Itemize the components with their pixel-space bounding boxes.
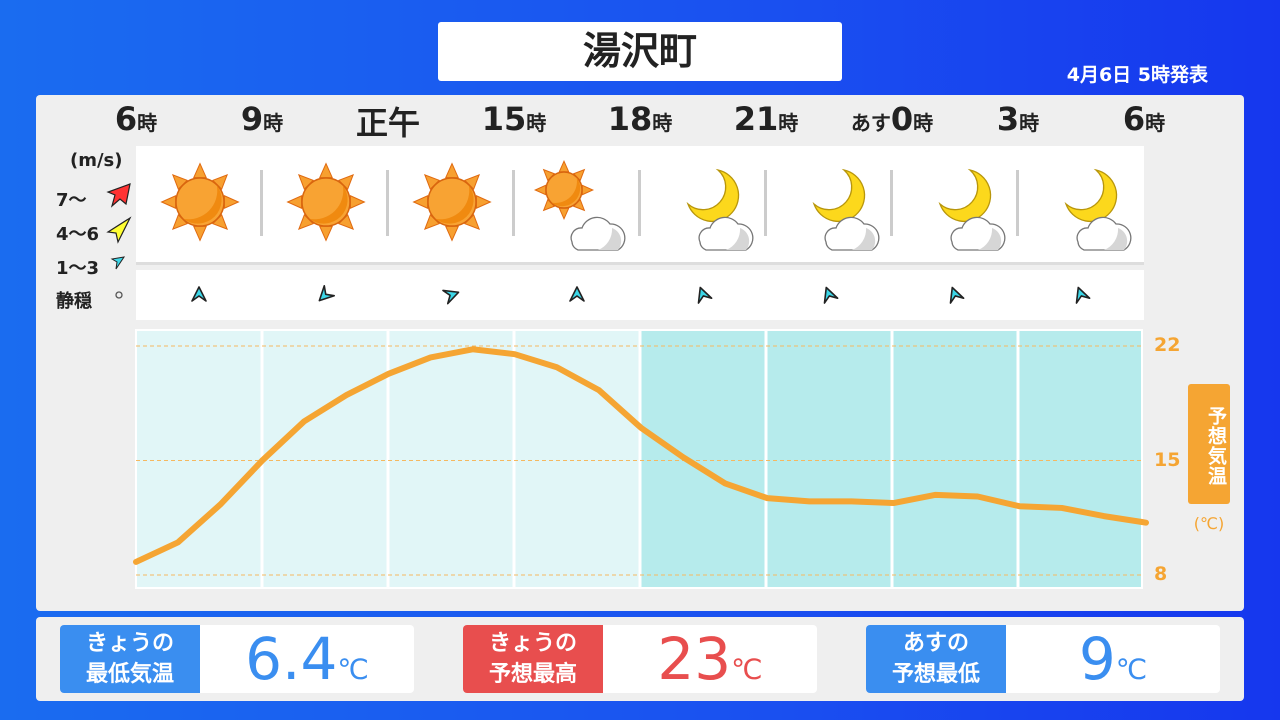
- summary-label-line2: 予想最高: [488, 662, 577, 687]
- moon-cloud-icon: [1064, 168, 1132, 251]
- summary-value: 6.4℃: [200, 625, 414, 693]
- weather-icon-row: [136, 146, 1144, 262]
- celsius-unit: ℃: [337, 653, 369, 686]
- wind-legend-medium: 4〜6: [56, 224, 100, 245]
- summary-label: きょうの 予想最高: [463, 625, 603, 693]
- y-axis-label: 予想気温: [1188, 384, 1230, 504]
- hour-label: 9時: [240, 100, 284, 138]
- summary-label-line1: きょうの: [488, 631, 577, 656]
- summary-label-line2: 最低気温: [85, 662, 174, 687]
- moon-cloud-icon: [812, 168, 880, 251]
- wind-arrow-icon: [442, 289, 460, 305]
- y-tick-label: 22: [1154, 334, 1181, 356]
- summary-label: あすの 予想最低: [866, 625, 1006, 693]
- wind-arrow-icon: [318, 285, 335, 302]
- temperature-value: 23: [657, 625, 732, 693]
- wind-unit-label: (m/s): [70, 150, 123, 171]
- issued-time: 4月6日 5時発表: [1066, 64, 1208, 86]
- wind-arrow-icon: [949, 286, 965, 304]
- summary-label-line1: きょうの: [85, 631, 174, 656]
- moon-cloud-icon: [686, 168, 754, 251]
- temperature-value: 6.4: [245, 625, 338, 693]
- wind-arrow-icon: [569, 286, 585, 302]
- tomorrow-min-box: あすの 予想最低 9℃: [866, 625, 1220, 693]
- y-axis-unit: (℃): [1193, 514, 1225, 533]
- moon-cloud-icon: [938, 168, 1006, 251]
- column-divider: [890, 170, 893, 236]
- today-min-box: きょうの 最低気温 6.4℃: [60, 625, 414, 693]
- wind-arrow-red-icon: [106, 183, 131, 208]
- wind-arrow-yellow-icon: [106, 216, 132, 244]
- wind-row: [136, 270, 1144, 320]
- summary-value: 9℃: [1006, 625, 1220, 693]
- hour-label: 18時: [607, 100, 673, 138]
- celsius-unit: ℃: [731, 653, 763, 686]
- column-divider: [764, 170, 767, 236]
- wind-arrow-icon: [697, 286, 713, 304]
- summary-label-line2: 予想最低: [891, 662, 980, 687]
- celsius-unit: ℃: [1115, 653, 1148, 686]
- today-high-box: きょうの 予想最高 23℃: [463, 625, 817, 693]
- hour-label: 6時: [114, 100, 158, 138]
- hour-label: 15時: [481, 100, 547, 138]
- hour-label: 3時: [996, 100, 1040, 138]
- hour-label: あす0時: [850, 100, 934, 138]
- wind-legend-strong: 7〜: [56, 190, 87, 211]
- calm-circle-icon: [115, 291, 123, 299]
- summary-label: きょうの 最低気温: [60, 625, 200, 693]
- wind-legend-calm: 静穏: [56, 291, 92, 312]
- column-divider: [638, 170, 641, 236]
- hour-label: 6時: [1122, 100, 1166, 138]
- summary-value: 23℃: [603, 625, 817, 693]
- column-divider: [512, 170, 515, 236]
- hour-label: 21時: [733, 100, 799, 138]
- column-divider: [260, 170, 263, 236]
- sun-icon: [286, 162, 366, 242]
- column-divider: [386, 170, 389, 236]
- wind-legend-light: 1〜3: [56, 258, 100, 279]
- temperature-value: 9: [1078, 625, 1116, 693]
- sun-icon: [412, 162, 492, 242]
- wind-arrow-icon: [823, 286, 839, 304]
- y-tick-label: 8: [1154, 563, 1168, 585]
- summary-label-line1: あすの: [902, 631, 969, 656]
- sun-icon: [160, 162, 240, 242]
- wind-arrow-icon: [191, 286, 207, 302]
- wind-arrow-icon: [1075, 286, 1091, 304]
- column-divider: [1016, 170, 1019, 236]
- location-title: 湯沢町: [438, 22, 842, 81]
- y-tick-label: 15: [1154, 448, 1181, 471]
- wind-arrow-cyan-icon: [110, 256, 126, 270]
- hour-label: 正午: [355, 104, 420, 142]
- sun-cloud-icon: [533, 159, 626, 251]
